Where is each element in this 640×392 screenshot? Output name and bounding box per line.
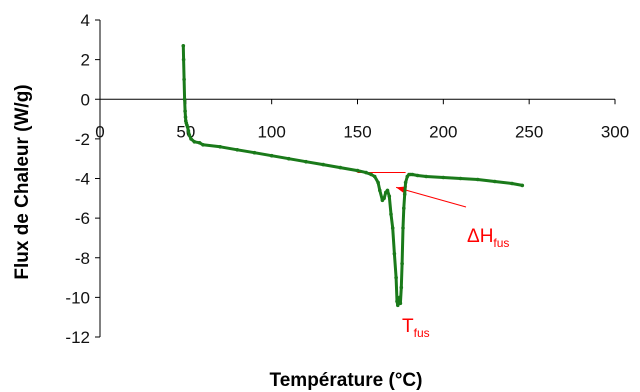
data-point: [520, 183, 525, 188]
data-point: [372, 174, 377, 179]
t-fus-sub: fus: [414, 326, 430, 340]
data-point: [403, 180, 408, 185]
data-point: [387, 194, 392, 199]
data-point: [397, 295, 402, 300]
data-point: [269, 153, 274, 158]
x-tick-label: 100: [257, 122, 285, 141]
t-fus-label: Tfus: [402, 316, 430, 340]
data-point: [389, 212, 393, 216]
delta-h-sub: fus: [493, 236, 509, 250]
y-axis-title: Flux de Chaleur (W/g): [12, 84, 33, 279]
data-point: [378, 188, 382, 193]
delta-h-main: ΔH: [467, 226, 493, 247]
data-point: [189, 137, 193, 141]
x-tick-label: 0: [95, 122, 104, 141]
x-tick-label: 300: [601, 122, 629, 141]
data-point: [390, 226, 395, 230]
data-point: [182, 97, 187, 102]
data-point: [192, 140, 197, 144]
data-point: [364, 170, 368, 175]
y-tick-label: -12: [65, 328, 90, 347]
data-point: [402, 206, 406, 210]
data-point: [287, 156, 291, 161]
delta-h-pointer: [395, 186, 467, 208]
data-point: [355, 168, 360, 173]
data-point: [252, 150, 257, 155]
heat-flow-series-line: [181, 44, 524, 307]
data-point: [441, 175, 446, 180]
y-tick-label: 4: [81, 11, 90, 30]
data-point: [338, 165, 343, 170]
data-point: [382, 196, 386, 201]
data-point: [187, 133, 192, 137]
data-point: [369, 172, 374, 177]
data-point: [201, 143, 205, 147]
data-point: [385, 188, 390, 193]
data-point: [399, 285, 404, 290]
data-point: [181, 44, 186, 48]
data-point: [398, 301, 403, 306]
data-point: [400, 261, 404, 266]
y-tick-label: -8: [75, 249, 90, 268]
data-point: [510, 181, 514, 186]
data-point: [493, 179, 497, 184]
delta-h-fus-label: ΔHfus: [467, 226, 509, 250]
data-point: [185, 125, 190, 129]
y-tick-label: 2: [81, 51, 90, 70]
y-tick-label: -2: [75, 130, 90, 149]
data-point: [415, 173, 420, 178]
data-point: [376, 180, 380, 185]
data-point: [402, 192, 407, 197]
series-layer: [181, 44, 525, 308]
x-tick-label: 200: [429, 122, 457, 141]
data-point: [401, 226, 405, 230]
data-point: [321, 162, 326, 167]
data-point: [392, 252, 397, 256]
x-tick-label: 150: [343, 122, 371, 141]
data-point: [183, 115, 188, 119]
data-point: [304, 159, 308, 164]
x-tick-label: 250: [515, 122, 543, 141]
data-point: [475, 177, 480, 182]
data-point: [235, 148, 240, 152]
y-tick-label: -10: [65, 288, 90, 307]
data-point: [182, 77, 186, 82]
data-point: [218, 145, 222, 149]
t-fus-main: T: [402, 316, 414, 337]
axes: 420-2-4-6-8-10-120 50 100 150 200 250 300: [65, 11, 629, 347]
data-point: [186, 129, 191, 133]
data-point: [183, 109, 187, 113]
data-point: [394, 275, 398, 280]
data-point: [197, 141, 202, 145]
data-point: [424, 174, 429, 179]
data-point: [458, 176, 463, 181]
y-tick-label: -4: [75, 170, 90, 189]
y-tick-label: 0: [81, 90, 90, 109]
data-point: [410, 172, 415, 177]
data-point: [181, 57, 186, 62]
y-tick-label: -6: [75, 209, 90, 228]
x-axis-title: Température (°C): [270, 370, 423, 391]
